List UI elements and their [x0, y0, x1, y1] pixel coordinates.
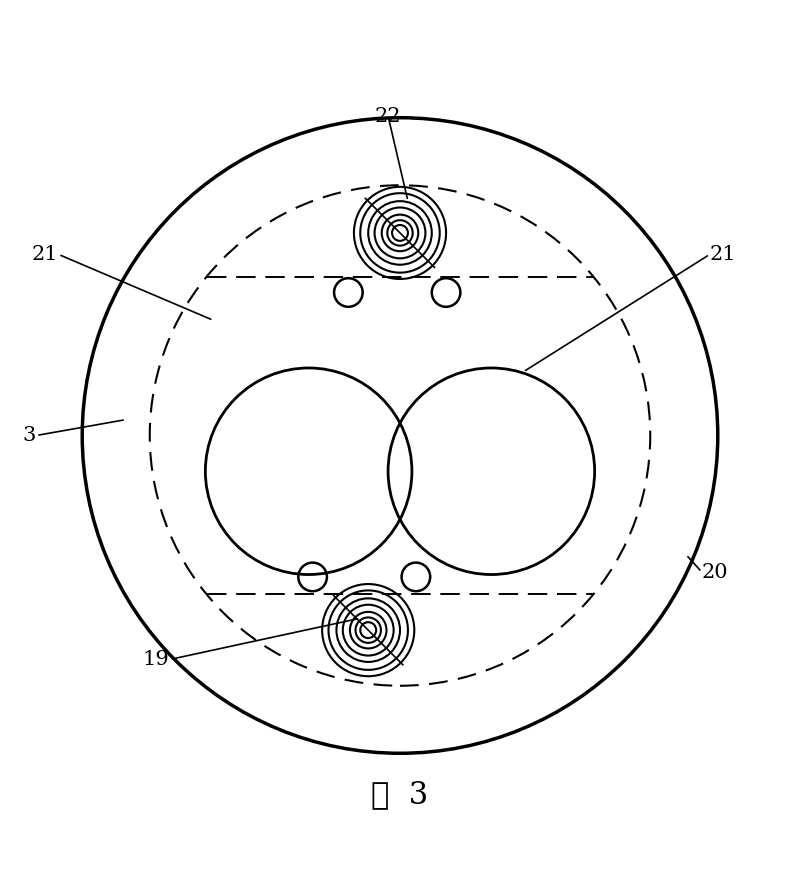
Text: 图  3: 图 3: [371, 779, 429, 810]
Text: 22: 22: [375, 106, 402, 125]
Text: 21: 21: [710, 245, 737, 264]
Text: 19: 19: [143, 650, 170, 669]
Text: 21: 21: [32, 245, 58, 264]
Text: 3: 3: [22, 426, 36, 445]
Text: 20: 20: [702, 563, 729, 582]
